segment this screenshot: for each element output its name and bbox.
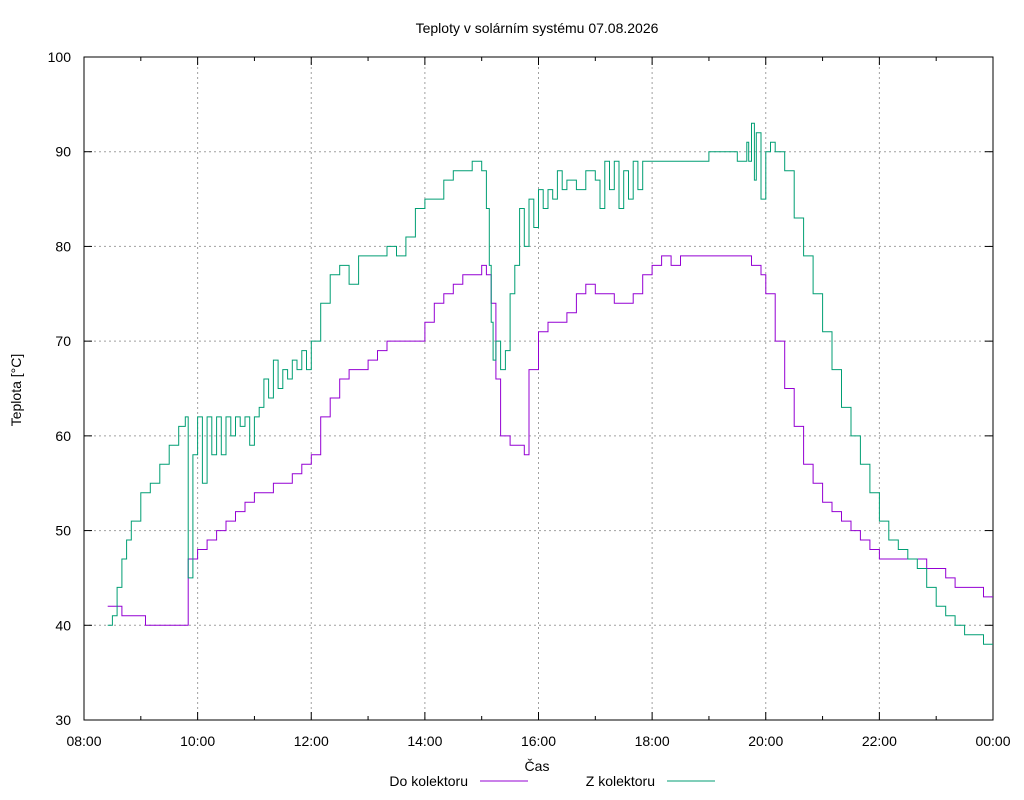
chart-title: Teploty v solárním systému 07.08.2026 [416,20,659,36]
y-tick-label: 30 [55,712,71,728]
series-lines [107,122,993,645]
y-tick-label: 100 [48,49,72,65]
x-tick-label: 12:00 [294,733,329,749]
grid [84,57,993,720]
series-line [107,255,993,626]
x-tick-label: 20:00 [748,733,783,749]
y-tick-label: 50 [55,523,71,539]
x-tick-label: 14:00 [407,733,442,749]
x-tick-label: 10:00 [180,733,215,749]
x-axis-title: Čas [525,758,550,774]
x-tick-label: 08:00 [66,733,101,749]
y-tick-label: 80 [55,238,71,254]
legend: Do kolektoru Z kolektoru [389,773,715,789]
legend-label: Do kolektoru [389,773,468,789]
x-tick-label: 16:00 [521,733,556,749]
legend-label: Z kolektoru [586,773,655,789]
y-axis-title: Teplota [°C] [8,354,24,427]
x-tick-label: 22:00 [862,733,897,749]
y-tick-label: 60 [55,428,71,444]
x-tick-label: 00:00 [975,733,1010,749]
x-tick-label: 18:00 [635,733,670,749]
series-line [107,122,993,645]
axis-ticks: 30 40 50 60 70 80 90 100 08:00 10:00 12:00 14:00 16:… [48,49,1011,749]
y-tick-label: 70 [55,333,71,349]
y-tick-label: 40 [55,617,71,633]
y-tick-label: 90 [55,144,71,160]
